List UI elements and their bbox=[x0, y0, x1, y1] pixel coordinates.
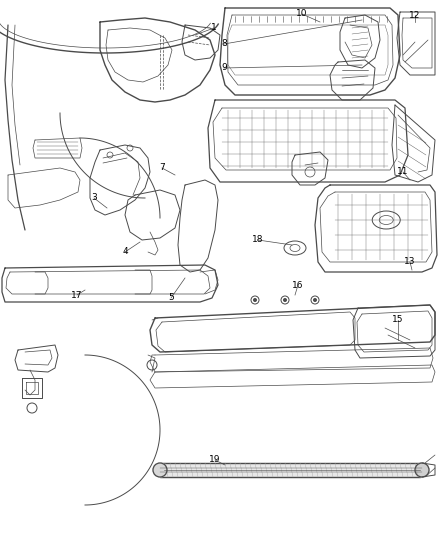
Circle shape bbox=[283, 298, 287, 302]
Circle shape bbox=[253, 298, 257, 302]
Text: 5: 5 bbox=[168, 294, 174, 303]
Ellipse shape bbox=[415, 463, 429, 477]
Text: 10: 10 bbox=[296, 10, 308, 19]
Text: 12: 12 bbox=[410, 11, 420, 20]
Text: 13: 13 bbox=[404, 257, 416, 266]
Text: 1: 1 bbox=[211, 23, 217, 33]
Text: 19: 19 bbox=[209, 456, 221, 464]
Text: 7: 7 bbox=[159, 164, 165, 173]
Circle shape bbox=[313, 298, 317, 302]
Text: 8: 8 bbox=[221, 39, 227, 49]
Text: 16: 16 bbox=[292, 280, 304, 289]
Text: 4: 4 bbox=[122, 247, 128, 256]
Text: 3: 3 bbox=[91, 193, 97, 203]
Text: 15: 15 bbox=[392, 316, 404, 325]
Text: 9: 9 bbox=[221, 63, 227, 72]
Text: 11: 11 bbox=[397, 167, 409, 176]
Text: 18: 18 bbox=[252, 236, 264, 245]
Text: 17: 17 bbox=[71, 290, 83, 300]
Ellipse shape bbox=[153, 463, 167, 477]
